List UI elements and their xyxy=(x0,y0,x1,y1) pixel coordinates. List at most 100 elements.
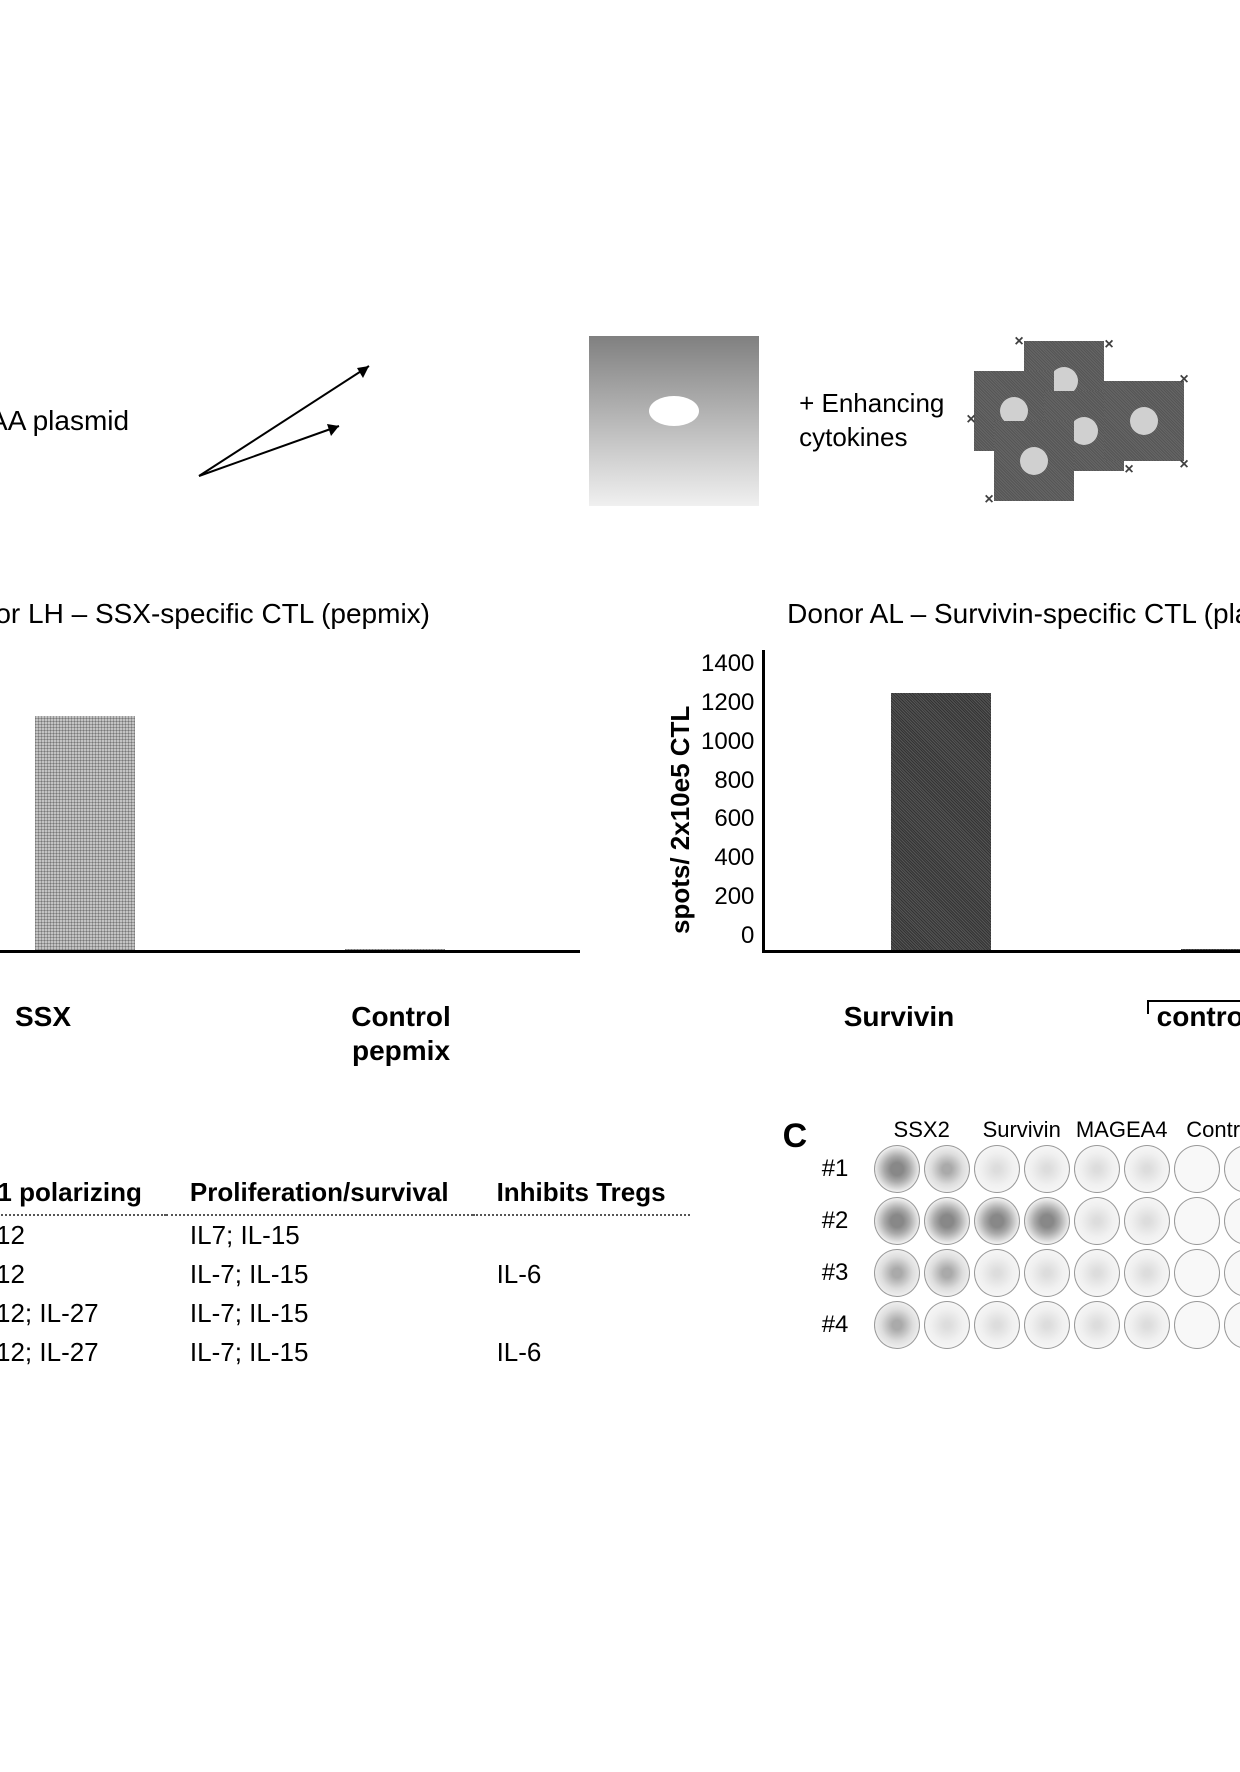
y-tick: 600 xyxy=(714,805,754,833)
well xyxy=(1024,1249,1070,1297)
enhancing-cytokines-label: + Enhancing cytokines xyxy=(799,387,944,455)
well xyxy=(1024,1301,1070,1349)
table-cell: IL-12; IL-27 xyxy=(0,1333,166,1372)
well xyxy=(1174,1145,1220,1193)
well xyxy=(1124,1249,1170,1297)
panel-b-label: B xyxy=(0,556,1240,598)
arrows-icon xyxy=(189,346,389,496)
well xyxy=(924,1145,970,1193)
table-cell: IL-6 xyxy=(473,1255,690,1294)
well xyxy=(1074,1197,1120,1245)
well-pair xyxy=(872,1247,972,1299)
well-pair xyxy=(1072,1195,1172,1247)
well xyxy=(1074,1145,1120,1193)
well xyxy=(1174,1249,1220,1297)
well-row-label: #1 xyxy=(822,1155,872,1183)
table-header: Th1 polarizing xyxy=(0,1171,166,1215)
well-row: #1 xyxy=(822,1143,1240,1195)
well xyxy=(1224,1145,1240,1193)
table-1-title: Table 1 xyxy=(0,1117,723,1151)
well xyxy=(1124,1197,1170,1245)
elispot-headers: SSX2SurvivinMAGEA4Control xyxy=(872,1117,1240,1143)
bracket-icon xyxy=(1147,1000,1240,1014)
well-pair xyxy=(972,1247,1072,1299)
y-tick: 800 xyxy=(714,767,754,795)
well xyxy=(874,1145,920,1193)
well-pair xyxy=(972,1195,1072,1247)
well-row-label: #4 xyxy=(822,1311,872,1339)
well xyxy=(924,1197,970,1245)
well-row: #3 xyxy=(822,1247,1240,1299)
table-cell: IL-12; IL-27 xyxy=(0,1294,166,1333)
table-row: Group 1IL-12IL7; IL-15 xyxy=(0,1215,690,1255)
well xyxy=(874,1249,920,1297)
chart-ssx-plot xyxy=(0,650,580,953)
well xyxy=(974,1145,1020,1193)
chart-ssx-xlabels: SSX Control pepmix xyxy=(0,990,580,1067)
well-pair xyxy=(1172,1247,1240,1299)
table-cell: IL-6 xyxy=(473,1333,690,1372)
table-header: Proliferation/survival xyxy=(166,1171,473,1215)
well-pair xyxy=(1172,1195,1240,1247)
well-column-header: Survivin xyxy=(972,1117,1072,1143)
dc-box-icon xyxy=(589,336,759,506)
chart-survivin-ylabel: spots/ 2x10e5 CTL xyxy=(660,650,701,990)
well xyxy=(874,1197,920,1245)
well xyxy=(1224,1249,1240,1297)
bar xyxy=(35,716,135,950)
table-1: Table 1 Th1 polarizingProliferation/surv… xyxy=(0,1117,723,1372)
x-label: Control pepmix xyxy=(311,1000,491,1067)
well xyxy=(1124,1145,1170,1193)
taa-plasmid-label: TAA plasmid xyxy=(0,405,129,437)
t-cell-cluster-icon: × × × × × × × xyxy=(974,331,1184,511)
table-cell: IL7; IL-15 xyxy=(166,1215,473,1255)
table-cell: IL-12 xyxy=(0,1215,166,1255)
panel-a-row: TAA plasmid + Enhancing cytokines × × × … xyxy=(0,306,1240,536)
cytokine-table: Th1 polarizingProliferation/survivalInhi… xyxy=(0,1171,690,1372)
panel-c: C SSX2SurvivinMAGEA4Control #1 #2 #3 #4 xyxy=(783,1117,1240,1372)
well xyxy=(1224,1301,1240,1349)
table-cell: IL-12 xyxy=(0,1255,166,1294)
bar xyxy=(1181,949,1240,950)
well xyxy=(924,1249,970,1297)
well-row: #4 xyxy=(822,1299,1240,1351)
bar xyxy=(891,693,991,950)
x-label: SSX xyxy=(0,1000,133,1067)
well-column-header: Control xyxy=(1172,1117,1240,1143)
table-cell xyxy=(473,1294,690,1333)
y-tick: 1400 xyxy=(701,650,754,678)
chart-survivin-title: Donor AL – Survivin-specific CTL (plasmi… xyxy=(660,598,1240,630)
well-pair xyxy=(1072,1299,1172,1351)
panel-c-label: C xyxy=(783,1117,808,1156)
charts-row: Donor LH – SSX-specific CTL (pepmix) SFC… xyxy=(0,598,1240,1067)
y-tick: 200 xyxy=(714,883,754,911)
table-cell: IL-7; IL-15 xyxy=(166,1294,473,1333)
well xyxy=(1074,1301,1120,1349)
elispot-grid: SSX2SurvivinMAGEA4Control #1 #2 #3 #4 xyxy=(822,1117,1240,1351)
x-label-control: control pepmix xyxy=(1147,1000,1240,1034)
well xyxy=(1024,1197,1070,1245)
y-tick: 1200 xyxy=(701,689,754,717)
table-row: Group 4IL-12; IL-27IL-7; IL-15IL-6 xyxy=(0,1333,690,1372)
control-bars-group xyxy=(1181,949,1240,950)
table-cell: IL-7; IL-15 xyxy=(166,1333,473,1372)
well xyxy=(1024,1145,1070,1193)
well-pair xyxy=(1072,1143,1172,1195)
well-pair xyxy=(872,1195,972,1247)
chart-survivin-yticks: 1400120010008006004002000 xyxy=(701,650,762,950)
y-tick: 1000 xyxy=(701,728,754,756)
chart-ssx-title: Donor LH – SSX-specific CTL (pepmix) xyxy=(0,598,580,630)
well-column-header: SSX2 xyxy=(872,1117,972,1143)
well-pair xyxy=(1172,1143,1240,1195)
table-row: Group 3IL-12; IL-27IL-7; IL-15 xyxy=(0,1294,690,1333)
well-row: #2 xyxy=(822,1195,1240,1247)
well xyxy=(1174,1197,1220,1245)
well-column-header: MAGEA4 xyxy=(1072,1117,1172,1143)
well xyxy=(874,1301,920,1349)
well xyxy=(1174,1301,1220,1349)
well-row-label: #3 xyxy=(822,1259,872,1287)
chart-survivin-plot xyxy=(762,650,1240,953)
chart-survivin: Donor AL – Survivin-specific CTL (plasmi… xyxy=(660,598,1240,1067)
chart-survivin-xlabels: Survivincontrol pepmix xyxy=(660,990,1240,1034)
well-row-label: #2 xyxy=(822,1207,872,1235)
